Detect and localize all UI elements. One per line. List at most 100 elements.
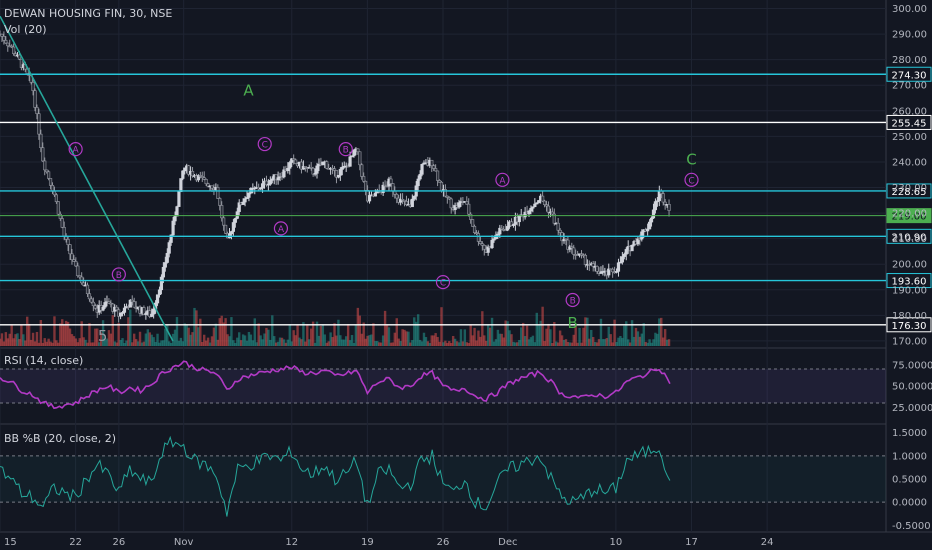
volume-bar <box>92 342 95 346</box>
candle-body <box>546 205 551 213</box>
volume-bar <box>181 341 185 346</box>
candle-body <box>294 159 298 164</box>
candle-body <box>288 162 292 169</box>
candle-body <box>259 187 263 190</box>
horizontal-levels[interactable]: 274.30 255.45 228.65 219.00 210.90 193.60 176.… <box>0 66 932 333</box>
candle-body <box>529 207 533 212</box>
candle-body <box>595 266 599 272</box>
candle-body <box>350 155 354 158</box>
candle-body <box>45 169 49 173</box>
candle-body <box>202 177 206 180</box>
volume-bar <box>210 336 214 346</box>
wave-label-text: B <box>116 271 122 281</box>
candle-body <box>85 284 90 295</box>
volume-bar <box>201 341 204 346</box>
price-tick-label: 250.00 <box>892 132 927 143</box>
volume-bar <box>494 339 498 346</box>
wave-label-circle <box>684 172 699 187</box>
volume-bar <box>403 329 406 346</box>
volume-bar <box>593 341 597 346</box>
volume-bar <box>315 321 319 346</box>
price-tick-label: 240.00 <box>892 157 927 168</box>
wave-label-text: C <box>688 176 694 186</box>
volume-bar <box>479 336 482 346</box>
candle-body <box>482 245 486 250</box>
candle-body <box>381 184 385 193</box>
volume-bar <box>169 342 173 346</box>
candle-body <box>367 195 372 202</box>
trendline-group[interactable] <box>0 15 174 342</box>
candle-body <box>533 203 537 208</box>
volume-bar <box>362 322 365 346</box>
volume-bar <box>446 342 449 346</box>
volume-bar <box>321 325 325 346</box>
volume-bar <box>245 340 249 346</box>
volume-bar <box>72 336 76 346</box>
volume-bar <box>372 323 375 346</box>
candle-body <box>276 177 280 181</box>
candle-body <box>292 158 296 161</box>
volume-bar <box>477 330 480 346</box>
candle-body <box>472 226 477 233</box>
candle-body <box>48 178 53 186</box>
candle-body <box>420 164 424 175</box>
volume-bar <box>339 335 342 346</box>
volume-bar <box>319 325 323 346</box>
candle-body <box>196 175 200 181</box>
candle-body <box>457 202 461 208</box>
candle-body <box>541 195 545 202</box>
volume-bar <box>84 339 87 346</box>
volume-bar <box>152 337 155 346</box>
volume-bar <box>82 337 85 346</box>
candle-body <box>101 306 105 311</box>
candlesticks <box>0 30 671 323</box>
volume-bar <box>667 339 671 346</box>
price-tick-label: 230.00 <box>892 183 927 194</box>
volume-bar <box>70 334 74 346</box>
volume-bar <box>288 324 291 346</box>
candle-body <box>661 193 665 203</box>
volume-bar <box>366 335 369 346</box>
candle-body <box>0 33 4 37</box>
volume-bar <box>586 317 589 346</box>
candle-body <box>235 211 239 219</box>
volume-bar <box>111 315 115 346</box>
volume-bars <box>0 306 671 346</box>
candle-body <box>445 195 449 198</box>
price-tick-label: 290.00 <box>892 30 927 41</box>
price-tick-label: 180.00 <box>892 311 927 322</box>
volume-bar <box>20 325 23 346</box>
volume-bar <box>665 339 669 346</box>
candle-body <box>237 202 241 212</box>
wave-label-circle <box>565 292 580 308</box>
volume-bar <box>360 333 363 346</box>
volume-bar <box>621 337 624 346</box>
candle-body <box>616 262 621 272</box>
volume-bar <box>483 335 486 346</box>
candle-body <box>311 167 315 175</box>
volume-bar <box>90 342 93 346</box>
candle-body <box>449 198 453 209</box>
candle-body <box>33 90 37 108</box>
candle-body <box>118 312 123 317</box>
rsi-line <box>0 360 671 410</box>
time-axis[interactable]: 15 22 26 Nov 12 19 26 Dec 10 17 24 <box>4 537 774 548</box>
price-axis[interactable]: 300.00 290.00 280.00 270.00 260.00 250.00 240.… <box>892 4 927 347</box>
volume-bar <box>405 331 408 346</box>
volume-bar <box>660 317 663 346</box>
volume-bar <box>461 341 465 346</box>
volume-bar <box>486 325 490 346</box>
volume-bar <box>131 342 134 346</box>
grid-lines <box>0 0 886 532</box>
bb-legend: BB %B (20, close, 2) <box>4 432 116 445</box>
volume-bar <box>654 332 657 346</box>
candle-body <box>558 229 562 233</box>
wave-label-circle <box>435 274 451 290</box>
volume-bar <box>241 334 245 346</box>
volume-bar <box>588 338 591 346</box>
candle-body <box>12 46 16 54</box>
candle-body <box>233 218 237 223</box>
candle-body <box>74 261 78 267</box>
volume-bar <box>265 327 268 346</box>
